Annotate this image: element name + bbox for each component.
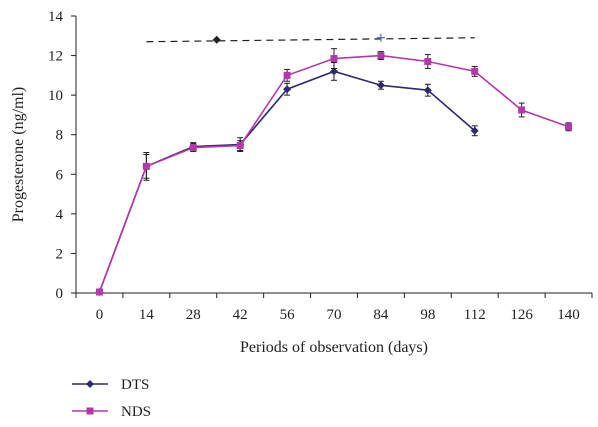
data-point xyxy=(283,85,292,94)
y-tick-label: 12 xyxy=(48,49,63,65)
x-tick-label: 42 xyxy=(233,307,248,323)
data-point xyxy=(565,123,573,131)
legend-marker xyxy=(86,380,94,388)
x-tick-label: 98 xyxy=(420,307,435,323)
significance-marker-diamond xyxy=(212,35,221,44)
series-nds xyxy=(95,48,573,296)
data-point xyxy=(518,106,526,114)
data-point xyxy=(377,52,385,60)
legend-item-nds: NDS xyxy=(72,404,151,420)
y-tick-label: 8 xyxy=(56,128,64,144)
data-point xyxy=(330,67,338,76)
data-point xyxy=(95,288,103,296)
legend-marker xyxy=(86,407,94,415)
y-tick-label: 6 xyxy=(56,167,64,183)
x-axis-title: Periods of observation (days) xyxy=(240,339,428,356)
x-tick-label: 126 xyxy=(510,307,533,323)
y-axis-title: Progesterone (ng/ml) xyxy=(10,87,27,223)
data-point xyxy=(142,162,150,170)
significance-marker-plus xyxy=(376,33,385,42)
x-tick-label: 112 xyxy=(464,307,486,323)
annotations xyxy=(146,33,475,44)
data-point xyxy=(376,81,385,90)
data-point xyxy=(471,67,479,75)
x-tick-label: 56 xyxy=(280,307,296,323)
series-dts xyxy=(95,61,479,297)
y-tick-label: 10 xyxy=(48,88,63,104)
data-point xyxy=(283,71,291,79)
y-tick-label: 14 xyxy=(48,9,64,25)
x-tick-label: 14 xyxy=(139,307,155,323)
x-tick-label: 140 xyxy=(557,307,580,323)
data-point xyxy=(330,55,338,63)
data-point xyxy=(236,142,244,150)
x-tick-label: 28 xyxy=(186,307,201,323)
x-tick-label: 70 xyxy=(327,307,342,323)
series-line xyxy=(98,70,476,293)
series-group xyxy=(95,48,573,297)
data-point xyxy=(424,58,432,66)
data-point xyxy=(189,144,197,152)
legend: DTS NDS xyxy=(72,377,151,420)
legend-label: DTS xyxy=(121,377,149,393)
y-tick-label: 4 xyxy=(56,207,64,223)
legend-label: NDS xyxy=(121,404,151,420)
x-tick-label: 0 xyxy=(96,307,104,323)
y-tick-label: 0 xyxy=(56,286,64,302)
data-point xyxy=(470,126,479,135)
series-line xyxy=(98,54,569,293)
y-tick-label: 2 xyxy=(56,246,64,262)
x-tick-label: 84 xyxy=(373,307,389,323)
legend-item-dts: DTS xyxy=(72,377,149,393)
significance-dashed-line xyxy=(146,37,475,43)
data-point xyxy=(423,86,432,95)
